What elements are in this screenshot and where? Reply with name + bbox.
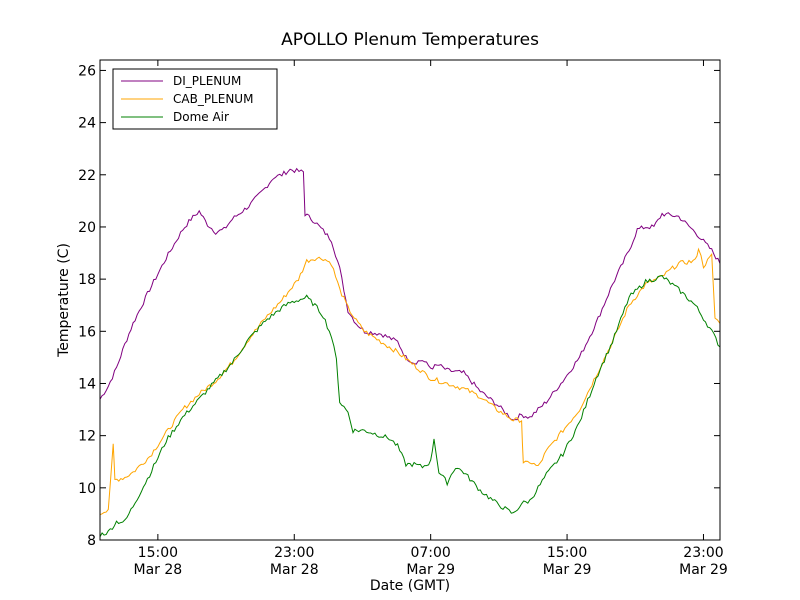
series-layer [100, 167, 720, 537]
y-tick-label: 16 [78, 324, 96, 340]
legend-label: Dome Air [173, 110, 229, 124]
y-tick-label: 20 [78, 220, 96, 236]
chart-title: APOLLO Plenum Temperatures [281, 30, 539, 50]
x-tick-label-time: 23:00 [274, 545, 314, 561]
series-line-dome-air [100, 275, 720, 537]
y-axis-title: Temperature (C) [56, 243, 72, 358]
legend-label: DI_PLENUM [173, 74, 241, 88]
x-tick-label-time: 15:00 [138, 545, 178, 561]
plot-area [100, 60, 720, 540]
x-tick-label-date: Mar 28 [270, 562, 319, 578]
y-tick-label: 22 [78, 168, 96, 184]
y-tick-label: 14 [78, 376, 96, 392]
x-tick-label-time: 07:00 [410, 545, 450, 561]
plot-frame [99, 59, 721, 541]
x-tick-label-date: Mar 29 [543, 562, 592, 578]
legend: DI_PLENUM CAB_PLENUM Dome Air [112, 68, 278, 130]
x-axis-title: Date (GMT) [370, 578, 450, 594]
y-tick-label: 26 [78, 63, 96, 79]
y-tick-label: 8 [87, 533, 96, 549]
y-tick-label: 10 [78, 481, 96, 497]
y-tick-label: 12 [78, 429, 96, 445]
legend-label: CAB_PLENUM [173, 92, 253, 106]
x-tick-label-time: 23:00 [683, 545, 723, 561]
y-tick-label: 18 [78, 272, 96, 288]
series-line-di-plenum [100, 167, 720, 421]
x-tick-label-date: Mar 29 [406, 562, 455, 578]
x-tick-label-date: Mar 29 [679, 562, 728, 578]
x-tick-label-date: Mar 28 [134, 562, 183, 578]
x-tick-label-time: 15:00 [547, 545, 587, 561]
y-tick-label: 24 [78, 116, 96, 132]
